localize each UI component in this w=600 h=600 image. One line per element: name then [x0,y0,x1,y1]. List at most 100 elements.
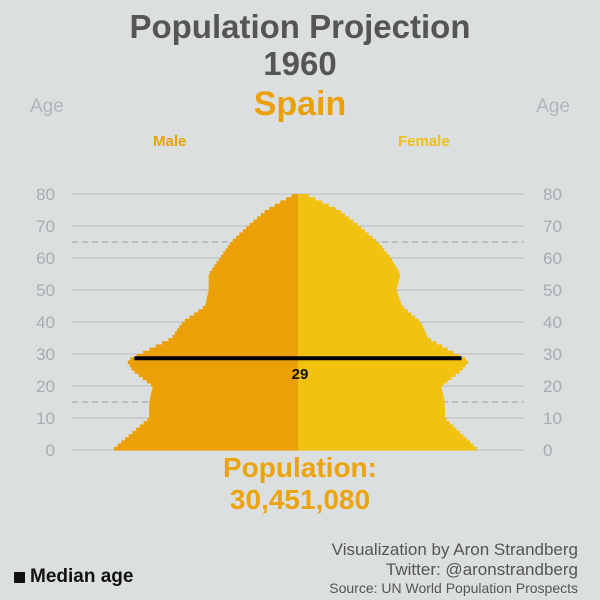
credit-twitter: Twitter: @aronstrandberg [385,560,578,579]
male-bar [229,242,298,246]
tick-label-left: 50 [36,281,55,300]
male-bar [232,238,298,243]
female-bar [298,398,445,403]
male-bar [208,283,298,288]
male-bar [132,430,298,435]
male-bar [125,437,299,441]
male-bar [209,270,298,275]
chart-title: Population Projection [129,8,471,45]
tick-label-right: 70 [543,217,562,236]
female-bar [298,328,425,333]
female-bar [298,363,466,368]
male-bar [142,376,298,381]
male-bar [218,258,298,262]
tick-label-left: 0 [46,441,55,460]
male-bar [143,350,298,355]
population-value: 30,451,080 [229,484,371,515]
male-bar [174,331,298,336]
credit-author: Visualization by Aron Strandberg [331,540,578,559]
male-bar [149,405,298,409]
male-bar [149,411,298,416]
female-bar [298,206,336,211]
female-bar [298,350,454,355]
female-bar [298,296,400,301]
female-bar [298,280,399,285]
male-bar [121,440,298,445]
tick-label-right: 30 [543,345,562,364]
male-bar [249,222,298,227]
tick-label-left: 60 [36,249,55,268]
male-bar [202,306,298,310]
female-bar [298,427,457,432]
female-bar [298,286,397,291]
female-bar [298,424,454,429]
male-bar [131,366,298,371]
female-bar [298,334,428,339]
male-bar [189,315,298,320]
female-bar [298,411,445,416]
male-bar [129,363,298,368]
male-bar [227,245,298,249]
female-bar [298,443,474,448]
male-bar [193,312,298,317]
median-legend-label: Median age [30,566,134,587]
male-bar [214,264,298,269]
male-bar [208,274,298,278]
female-bar [298,325,423,329]
female-bar [298,194,309,198]
age-axis-label-left: Age [30,96,64,117]
male-bar [257,216,298,221]
male-bar [216,261,298,265]
male-bar [223,251,298,256]
male-bar [168,338,298,342]
female-bar [298,392,444,397]
tick-label-right: 20 [543,377,562,396]
male-bar [149,398,298,403]
female-bar [298,389,443,393]
male-bar [155,344,298,349]
tick-label-right: 50 [543,281,562,300]
median-legend-swatch [14,571,25,583]
male-bar [162,341,298,345]
tick-label-left: 30 [36,345,55,364]
tick-label-right: 0 [543,441,552,460]
female-bar [298,232,369,237]
female-bar [298,258,392,262]
male-bar [280,200,298,205]
male-bar [208,290,298,294]
male-bar [147,418,298,422]
female-bar [298,251,388,256]
female-bar [298,210,341,214]
tick-label-right: 10 [543,409,562,428]
male-bar [152,386,298,390]
female-bar [298,382,444,387]
female-bar [298,309,408,313]
female-bar [298,222,358,227]
median-age-value: 29 [292,366,309,383]
age-axis-label-right: Age [536,96,570,117]
female-bar [298,293,399,297]
female-bar [298,219,354,224]
female-bar [298,277,400,281]
female-bar [298,344,443,349]
male-bar [269,206,298,211]
tick-label-left: 10 [36,409,55,428]
female-bar [298,238,377,243]
female-bar [298,379,448,384]
female-bar [298,430,461,435]
male-bar [151,389,298,393]
male-bar [236,235,298,240]
male-bar [274,203,298,208]
female-bar [298,270,400,275]
tick-label-left: 70 [36,217,55,236]
female-bar [298,315,416,320]
female-bar [298,235,373,240]
male-bar [113,446,298,451]
female-bar [298,402,445,406]
male-bar [146,379,298,384]
female-label: Female [398,133,450,150]
female-bar [298,341,437,345]
female-bar [298,405,445,409]
female-bar [298,226,362,230]
